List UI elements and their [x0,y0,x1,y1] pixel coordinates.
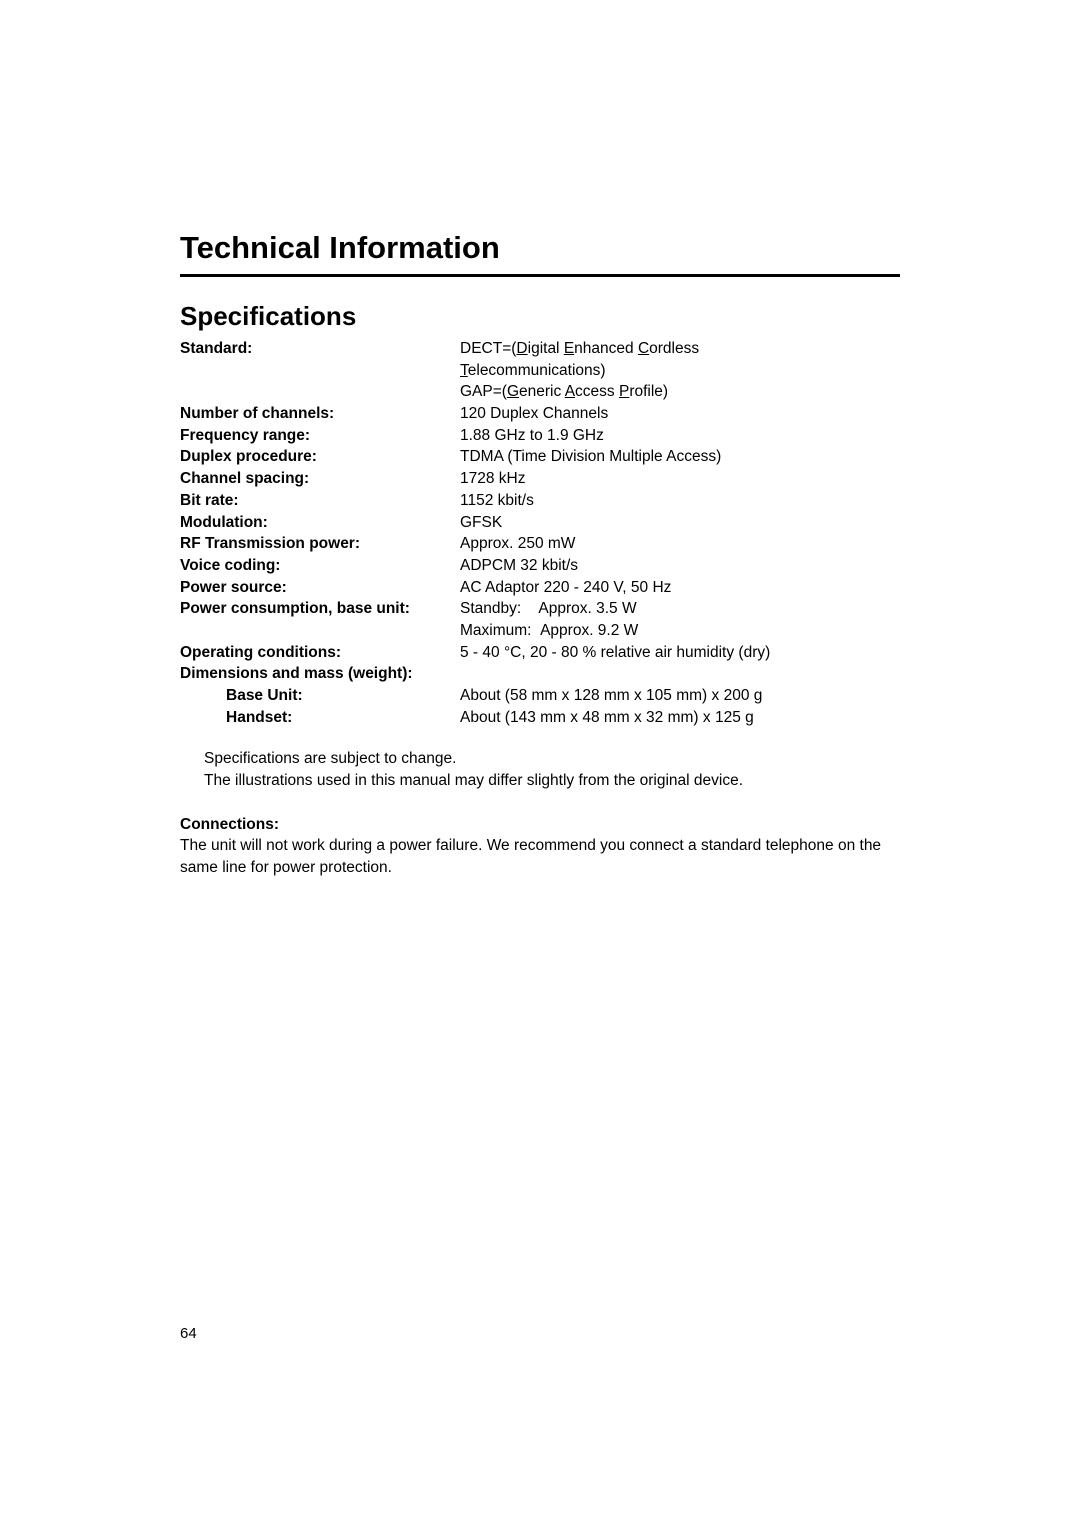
spec-label: Duplex procedure: [180,446,460,468]
spec-operating: Operating conditions: 5 - 40 °C, 20 - 80… [180,642,900,664]
spec-value: 1152 kbit/s [460,490,900,512]
spec-value: GAP=(Generic Access Profile) [460,381,900,403]
title-underline [180,274,900,277]
spec-value: 1728 kHz [460,468,900,490]
spec-label: Power source: [180,577,460,599]
spec-power-source: Power source: AC Adaptor 220 - 240 V, 50… [180,577,900,599]
spec-dimensions: Dimensions and mass (weight): [180,663,900,685]
spec-value: GFSK [460,512,900,534]
spec-standard-cont2: GAP=(Generic Access Profile) [180,381,900,403]
spec-value: AC Adaptor 220 - 240 V, 50 Hz [460,577,900,599]
connections-text: The unit will not work during a power fa… [180,835,900,878]
spec-sub-label: Base Unit: [180,685,460,707]
spec-rf: RF Transmission power: Approx. 250 mW [180,533,900,555]
spec-sub-label: Handset: [180,707,460,729]
spec-label: Channel spacing: [180,468,460,490]
spec-voice: Voice coding: ADPCM 32 kbit/s [180,555,900,577]
spec-value: Standby: Approx. 3.5 W [460,598,900,620]
spec-label: Frequency range: [180,425,460,447]
spec-standard-cont1: Telecommunications) [180,360,900,382]
spec-frequency: Frequency range: 1.88 GHz to 1.9 GHz [180,425,900,447]
spec-value: 1.88 GHz to 1.9 GHz [460,425,900,447]
spec-label: Voice coding: [180,555,460,577]
spec-value: 120 Duplex Channels [460,403,900,425]
spec-value: Telecommunications) [460,360,900,382]
spec-label: Operating conditions: [180,642,460,664]
spec-value: About (58 mm x 128 mm x 105 mm) x 200 g [460,685,900,707]
spec-power-consumption: Power consumption, base unit: Standby: A… [180,598,900,620]
spec-value: 5 - 40 °C, 20 - 80 % relative air humidi… [460,642,900,664]
main-title: Technical Information [180,230,900,266]
spec-standard: Standard: DECT=(Digital Enhanced Cordles… [180,338,900,360]
spec-value: TDMA (Time Division Multiple Access) [460,446,900,468]
spec-base-unit: Base Unit: About (58 mm x 128 mm x 105 m… [180,685,900,707]
spec-value: DECT=(Digital Enhanced Cordless [460,338,900,360]
spec-label: Power consumption, base unit: [180,598,460,620]
connections-block: Connections: The unit will not work duri… [180,814,900,879]
spec-label: RF Transmission power: [180,533,460,555]
spec-label: Modulation: [180,512,460,534]
spec-label: Standard: [180,338,460,360]
notes-block: Specifications are subject to change. Th… [180,748,900,791]
spec-power-consumption-max: Maximum: Approx. 9.2 W [180,620,900,642]
spec-value: Approx. 250 mW [460,533,900,555]
page-number: 64 [180,1325,197,1342]
spec-duplex: Duplex procedure: TDMA (Time Division Mu… [180,446,900,468]
connections-label: Connections: [180,814,900,836]
note-line2: The illustrations used in this manual ma… [204,770,900,792]
section-title: Specifications [180,301,900,332]
spec-label: Number of channels: [180,403,460,425]
spec-value: Maximum: Approx. 9.2 W [460,620,900,642]
spec-modulation: Modulation: GFSK [180,512,900,534]
spec-label: Dimensions and mass (weight): [180,663,460,685]
spec-channels: Number of channels: 120 Duplex Channels [180,403,900,425]
spec-handset: Handset: About (143 mm x 48 mm x 32 mm) … [180,707,900,729]
spec-label: Bit rate: [180,490,460,512]
note-line1: Specifications are subject to change. [204,748,900,770]
spec-value: About (143 mm x 48 mm x 32 mm) x 125 g [460,707,900,729]
spec-channel-spacing: Channel spacing: 1728 kHz [180,468,900,490]
spec-bitrate: Bit rate: 1152 kbit/s [180,490,900,512]
spec-value: ADPCM 32 kbit/s [460,555,900,577]
